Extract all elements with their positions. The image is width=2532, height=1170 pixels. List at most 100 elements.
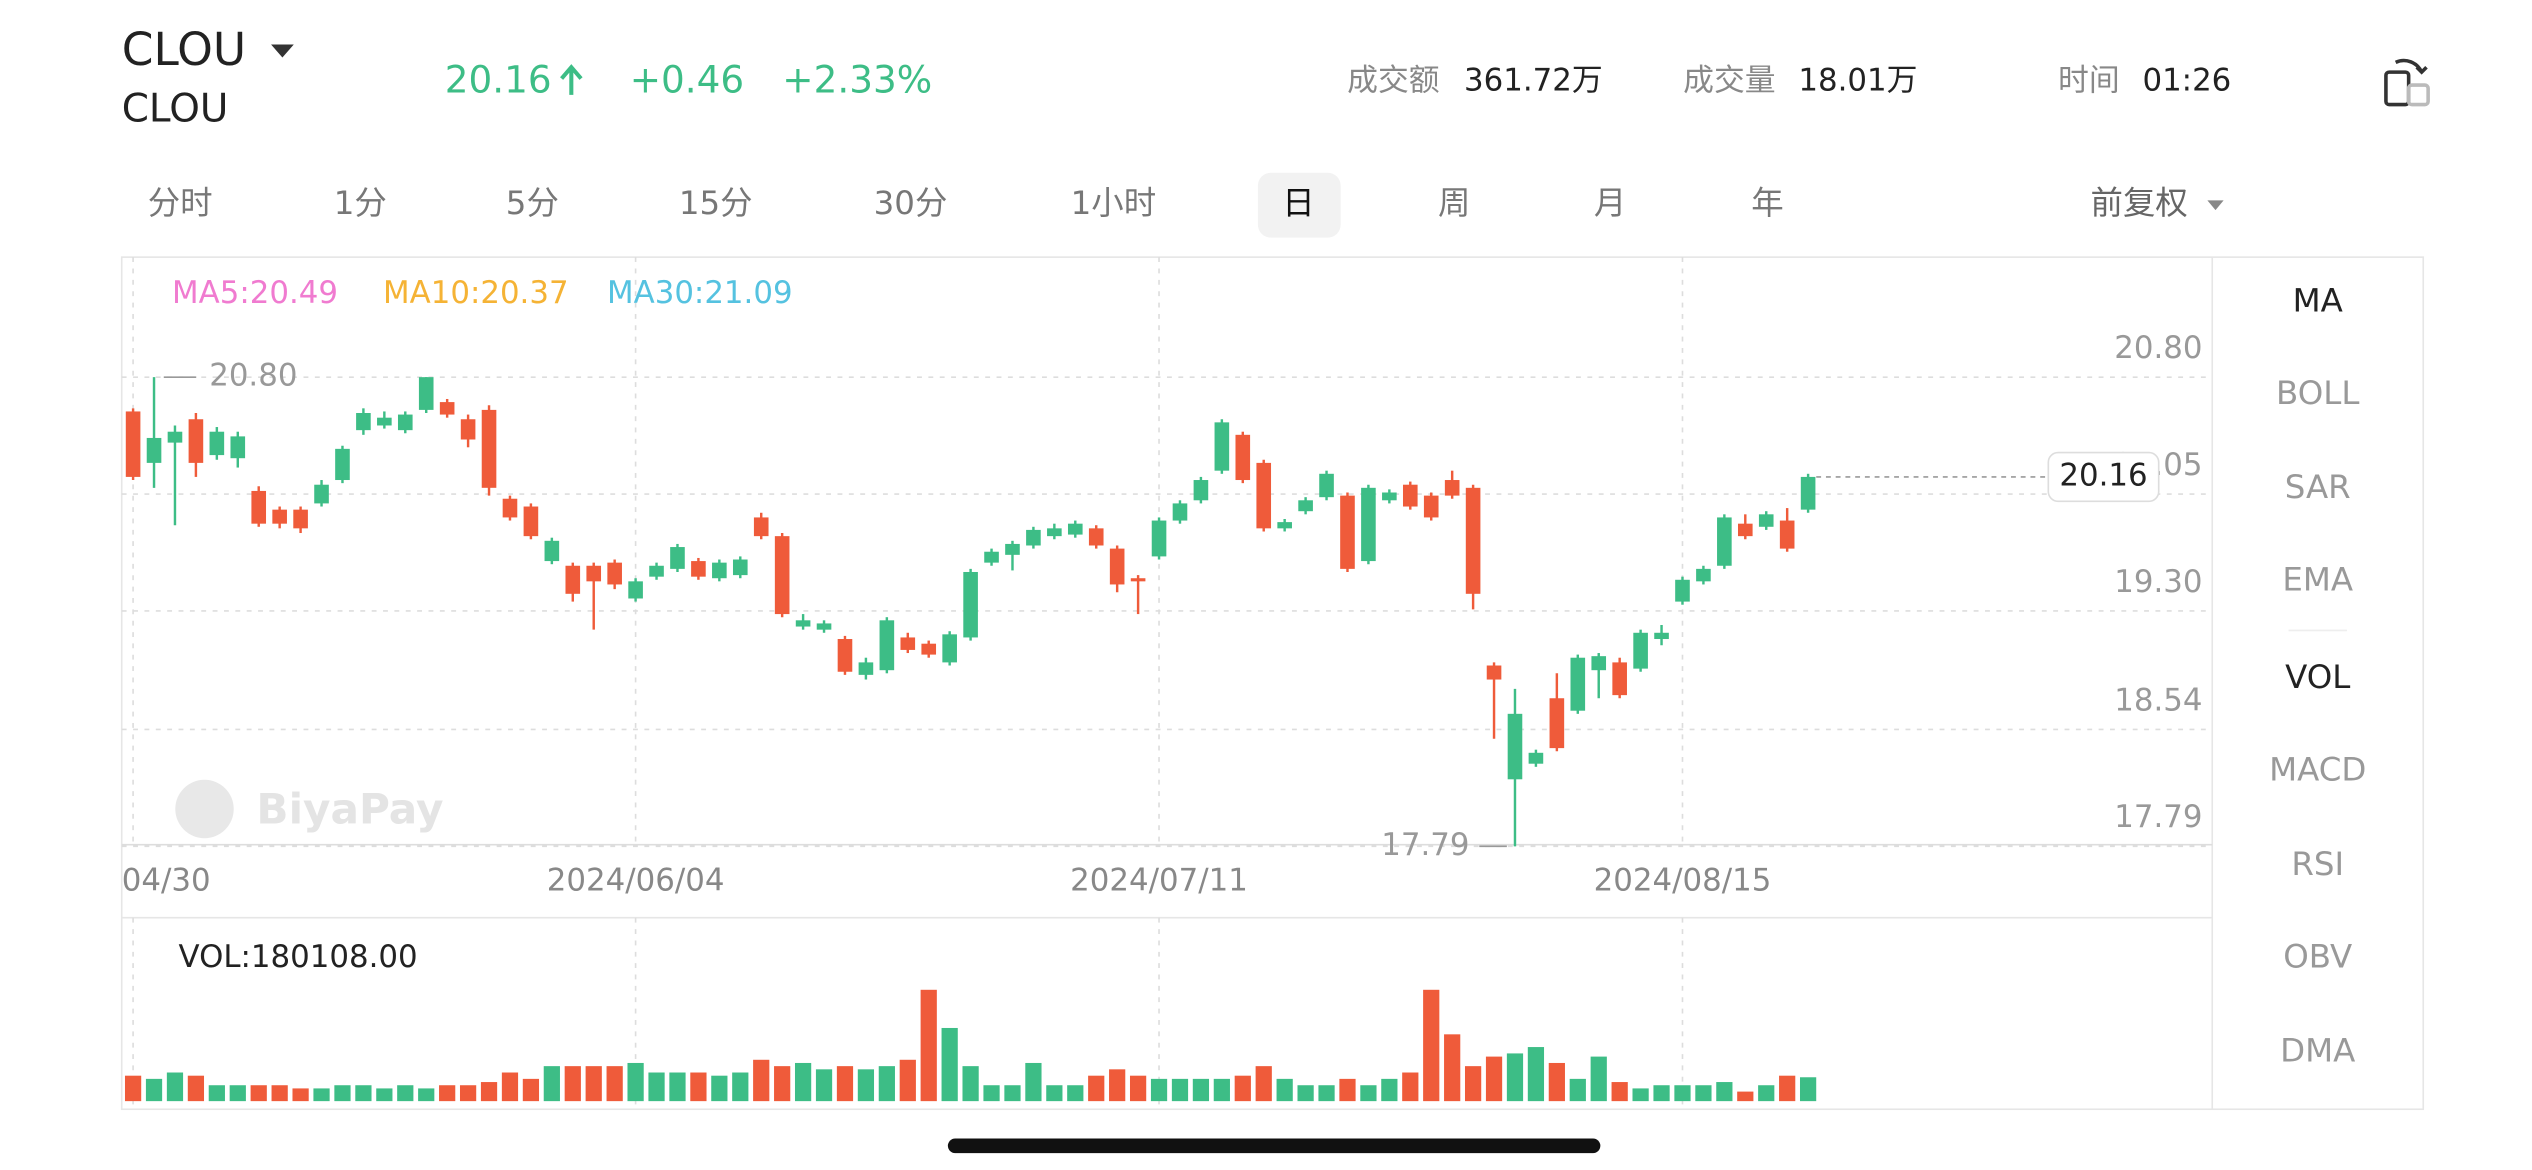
vol-bar [124,1075,142,1102]
vol-bar [1653,1085,1670,1102]
candle-body [753,517,769,537]
candle-body [251,490,267,524]
tab[interactable]: 年 [1751,184,1783,222]
candle-body [1402,484,1418,507]
vol-bar [1339,1078,1356,1102]
candle-body [1277,522,1292,529]
candle-body [1382,492,1397,501]
up-arrow [560,64,583,95]
y-tick-label: 19.30 [2114,564,2202,600]
candle-body [293,509,308,529]
change-pct: +2.33% [782,57,932,101]
watermark-logo [175,779,234,839]
tab[interactable]: 15分 [679,184,753,222]
vol-bar [376,1088,393,1102]
tab[interactable]: 日 [1282,184,1314,222]
tab[interactable]: 1小时 [1071,184,1157,222]
candle-body [1507,713,1523,780]
indicator[interactable]: MACD [2269,751,2366,789]
vol-bar [711,1075,728,1102]
candle-body [335,448,350,481]
vol-bar [1611,1082,1628,1102]
x-tick-label: 2024/07/11 [1070,863,1248,899]
tab[interactable]: 周 [1438,184,1470,222]
tab-highlight [1257,172,1341,238]
vol-bar [1779,1075,1796,1102]
tab[interactable]: 1分 [334,184,387,222]
vol-bar [418,1088,435,1102]
candle-body [1779,520,1795,549]
tab[interactable]: 30分 [874,184,948,222]
candle-body [502,498,518,518]
tab[interactable]: 5分 [506,184,559,222]
candle-body [1591,656,1607,671]
vol-bar [1506,1053,1524,1102]
vol-bar [1297,1085,1314,1102]
time: 01:26 [2142,62,2231,98]
candle-body [1696,568,1711,582]
indicator[interactable]: OBV [2283,937,2352,975]
vol-bar [983,1085,1000,1102]
candle-body [565,565,581,594]
price: 20.16 [445,57,552,101]
turnover-label: 成交额 [1347,62,1440,98]
candle-body [439,402,455,415]
indicator[interactable]: EMA [2282,561,2353,599]
candle-body [356,413,371,431]
candle-body [963,571,978,638]
vol-bar [1423,989,1440,1102]
vol-bar [1234,1075,1251,1102]
candle-body [649,565,664,577]
vol-bar [1129,1075,1147,1102]
candle-body [230,436,246,459]
indicator[interactable]: RSI [2291,845,2344,883]
vol-bar [1799,1077,1817,1102]
adjust-select[interactable]: 前复权 [2091,184,2188,222]
indicator[interactable]: DMA [2280,1031,2355,1069]
tab[interactable]: 月 [1594,184,1626,222]
candle-body [1654,632,1669,640]
vol-bar [166,1072,184,1102]
legend-entry: MA30:21.09 [607,275,793,311]
vol-bar [1381,1078,1398,1102]
candle-body [774,536,790,615]
candle-body [921,643,937,655]
vol-bar [774,1066,791,1102]
vol-bar [187,1075,205,1102]
candle-body [1047,528,1062,537]
candle-body [209,431,225,456]
x-tick-label: 2024/06/04 [547,863,725,899]
vol-bar [585,1066,602,1102]
indicator[interactable]: VOL [2285,658,2350,696]
vol-bar [459,1085,477,1102]
vol-bar [1109,1069,1126,1102]
x-tick-label: 2024/08/15 [1594,863,1772,899]
candle-body [1130,578,1146,582]
candle-body [1193,480,1209,501]
vol-bar [794,1062,812,1102]
indicator[interactable]: MA [2293,282,2343,320]
indicator[interactable]: BOLL [2276,374,2359,412]
vol-bar [1213,1078,1230,1102]
time-label: 时间 [2058,62,2120,98]
symbol-dropdown[interactable] [271,44,294,58]
indicator[interactable]: SAR [2285,468,2351,506]
vol-bar [899,1059,916,1102]
adjust-dropdown[interactable] [2207,200,2224,211]
candle-body [1633,632,1648,669]
low-marker: 17.79 [1381,827,1469,863]
name: CLOU [122,87,229,132]
candle-body [377,417,392,426]
symbol[interactable]: CLOU [122,23,246,76]
chart-frame [120,256,2425,1111]
rotate-icon[interactable] [2384,58,2430,107]
candle-body [691,561,706,577]
vol-bar [1444,1034,1461,1102]
candle-body [900,637,916,650]
vol-bar [836,1066,854,1102]
candle-body [397,414,413,431]
candle-body [418,377,434,410]
tab[interactable]: 分时 [148,184,213,222]
volume: 18.01万 [1798,62,1917,98]
